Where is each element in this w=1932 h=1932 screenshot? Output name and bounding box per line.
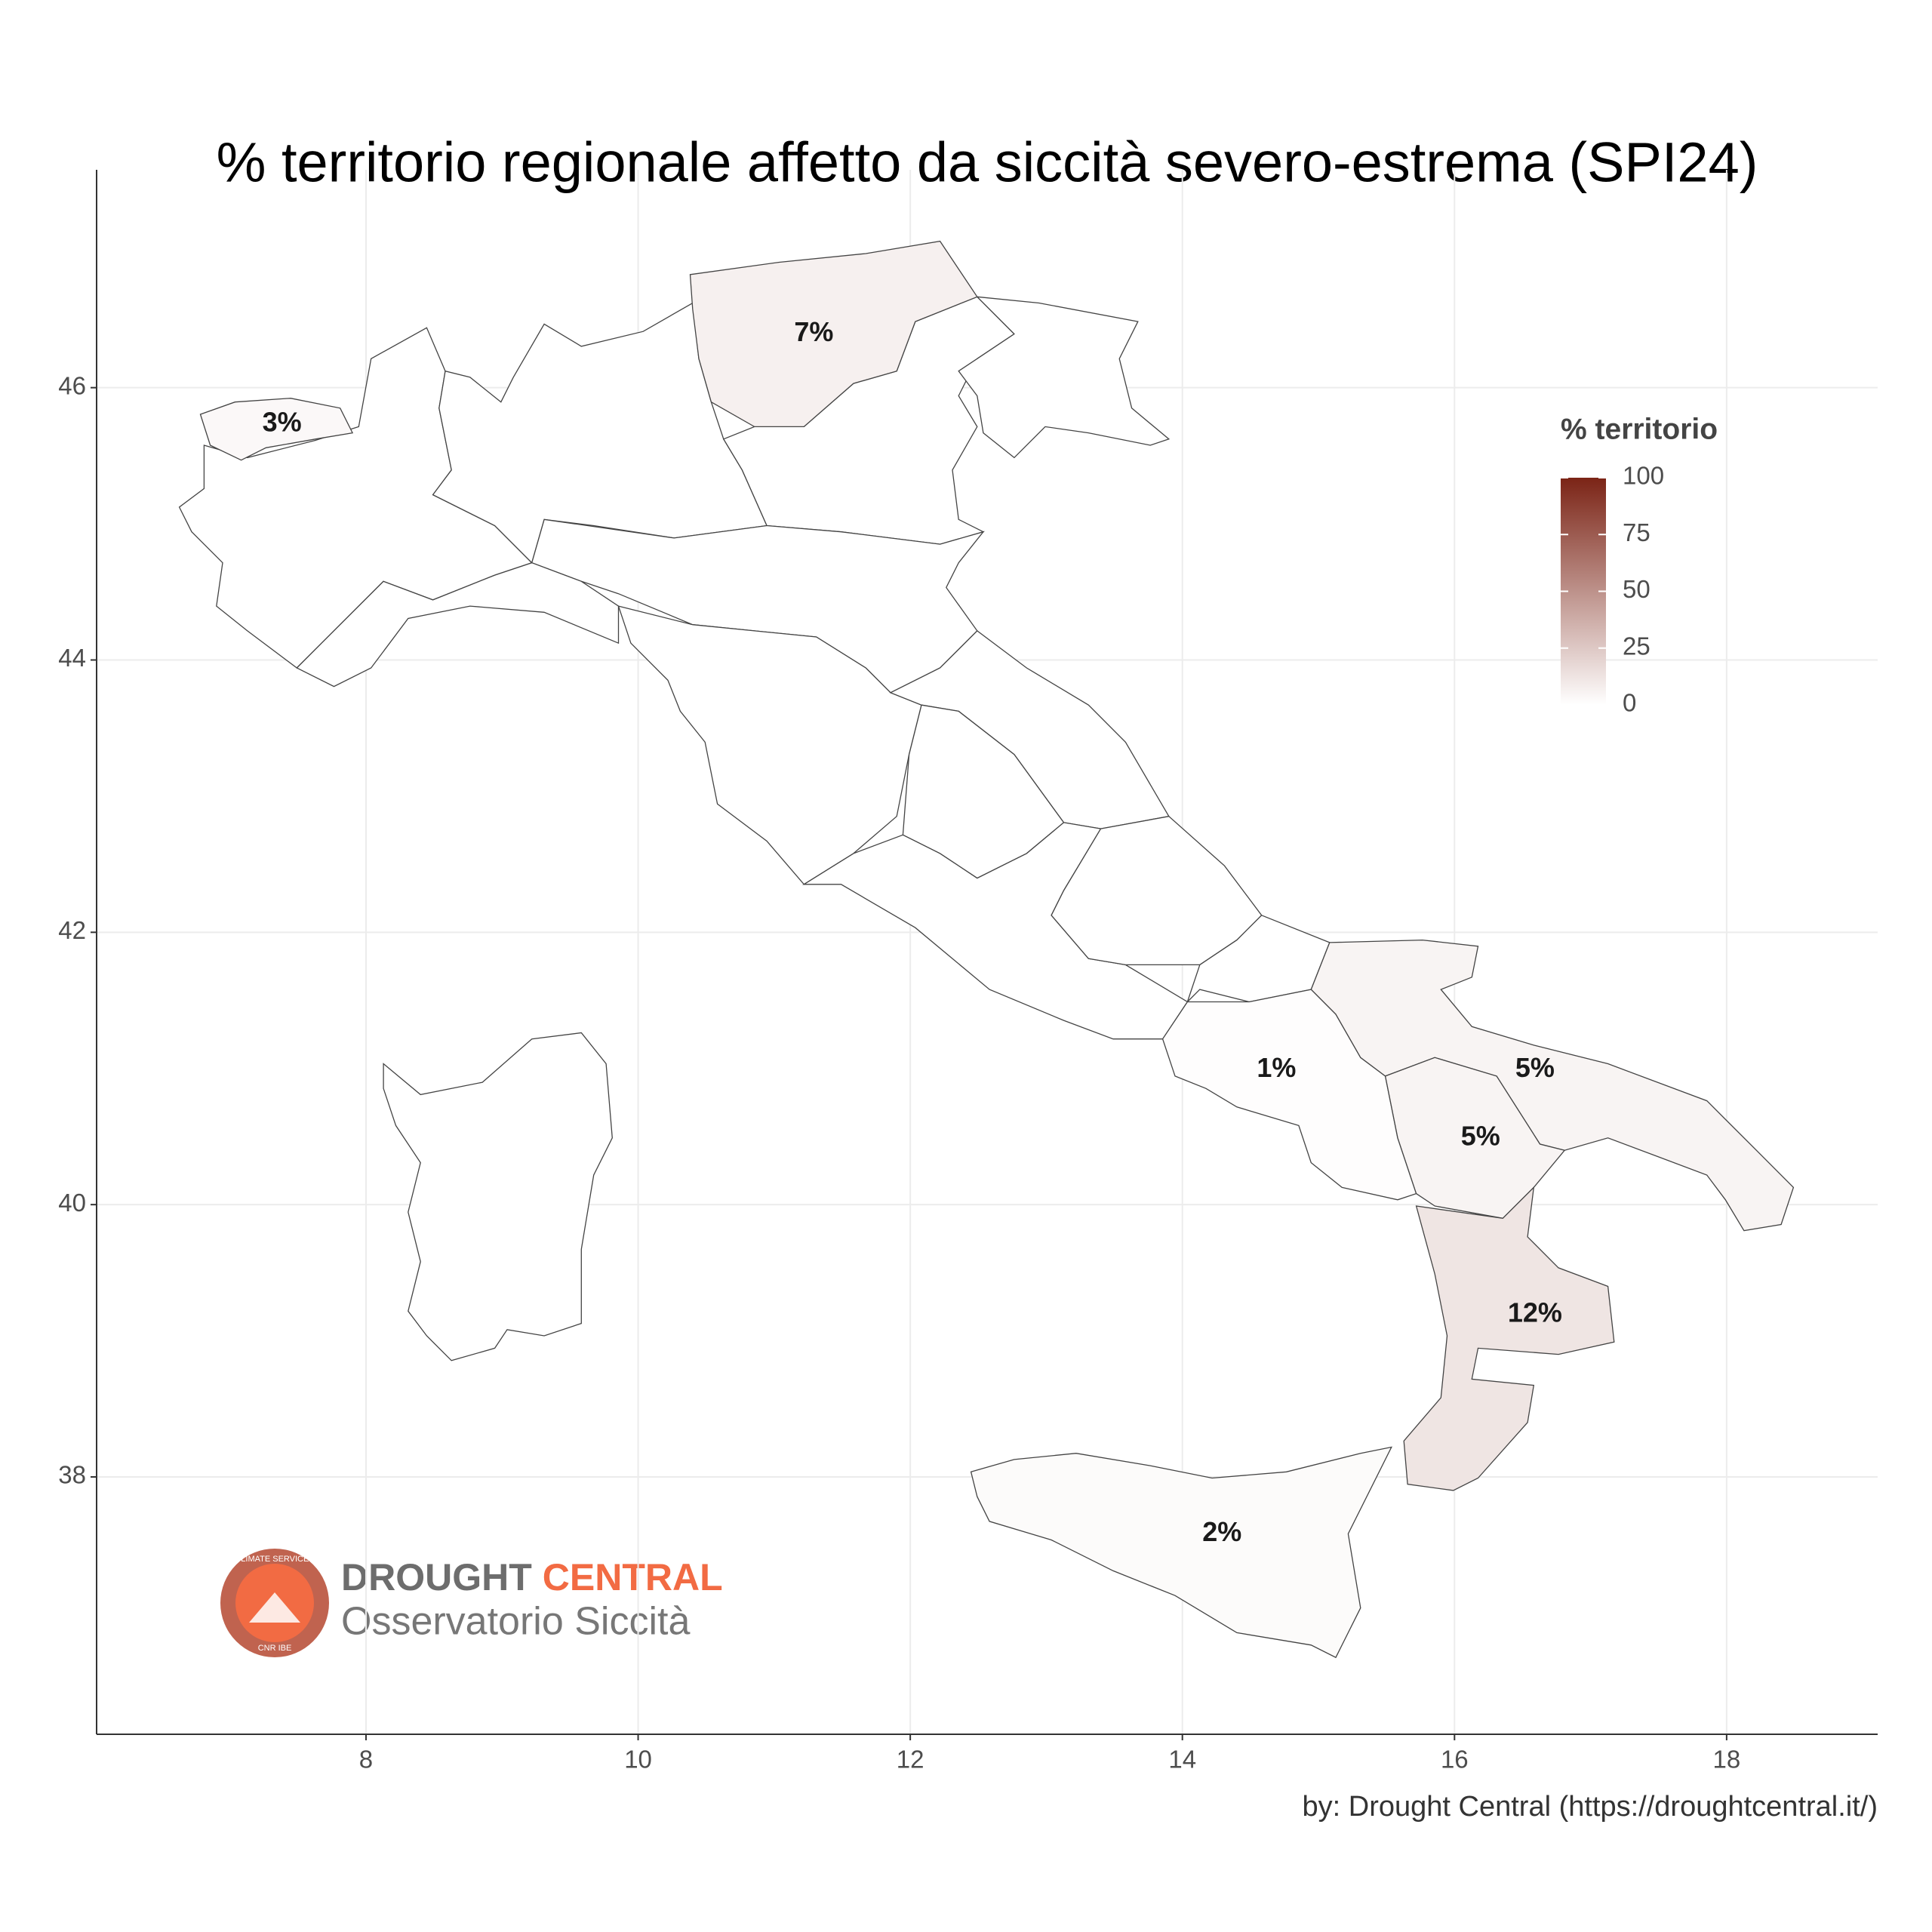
colorbar-tick-label: 0 — [1623, 689, 1636, 717]
region-fill — [970, 1446, 1392, 1659]
logo-ring-bottom: CNR IBE — [258, 1644, 292, 1653]
legend-title: % territorio — [1561, 413, 1718, 445]
colorbar-tick-label: 100 — [1623, 462, 1664, 490]
region-fill — [1403, 1186, 1615, 1491]
region-fill — [199, 398, 354, 461]
y-tick-label: 40 — [58, 1189, 86, 1217]
region-label: 7% — [794, 316, 833, 347]
colorbar-tick-label: 25 — [1623, 632, 1651, 660]
region — [617, 605, 922, 885]
logo-icon — [249, 1592, 300, 1623]
y-tick-label: 38 — [58, 1461, 86, 1489]
region-fill — [689, 240, 978, 428]
x-tick-label: 10 — [624, 1746, 652, 1774]
logo-name-left: DROUGHT — [341, 1556, 532, 1598]
region-label: 5% — [1515, 1052, 1555, 1083]
x-tick-label: 8 — [359, 1746, 373, 1774]
region — [383, 1032, 613, 1361]
region-label: 3% — [263, 407, 302, 438]
region — [958, 296, 1171, 459]
x-tick-label: 12 — [897, 1746, 924, 1774]
y-tick-label: 46 — [58, 371, 86, 399]
caption: by: Drought Central (https://droughtcent… — [1303, 1791, 1878, 1823]
map — [178, 240, 1795, 1659]
region-label: 2% — [1202, 1516, 1241, 1547]
chart-title: % territorio regionale affetto da siccit… — [217, 131, 1758, 194]
logo-name: DROUGHT CENTRAL — [341, 1556, 723, 1598]
logo-name-right: CENTRAL — [543, 1556, 723, 1598]
region-label: 1% — [1257, 1052, 1296, 1083]
x-tick-label: 18 — [1713, 1746, 1741, 1774]
region — [432, 302, 768, 564]
y-tick-label: 44 — [58, 644, 86, 672]
colorbar-tick-label: 75 — [1623, 518, 1651, 546]
region-label: 5% — [1461, 1120, 1500, 1151]
logo: CLIMATE SERVICES CNR IBE DROUGHT CENTRAL … — [220, 1549, 723, 1657]
y-tick-label: 42 — [58, 916, 86, 944]
x-tick-label: 16 — [1441, 1746, 1469, 1774]
region-label: 12% — [1508, 1297, 1562, 1328]
logo-ring-top: CLIMATE SERVICES — [235, 1555, 314, 1564]
x-tick-label: 14 — [1168, 1746, 1196, 1774]
logo-subtitle: Osservatorio Siccità — [341, 1600, 690, 1644]
colorbar-tick-label: 50 — [1623, 575, 1651, 603]
